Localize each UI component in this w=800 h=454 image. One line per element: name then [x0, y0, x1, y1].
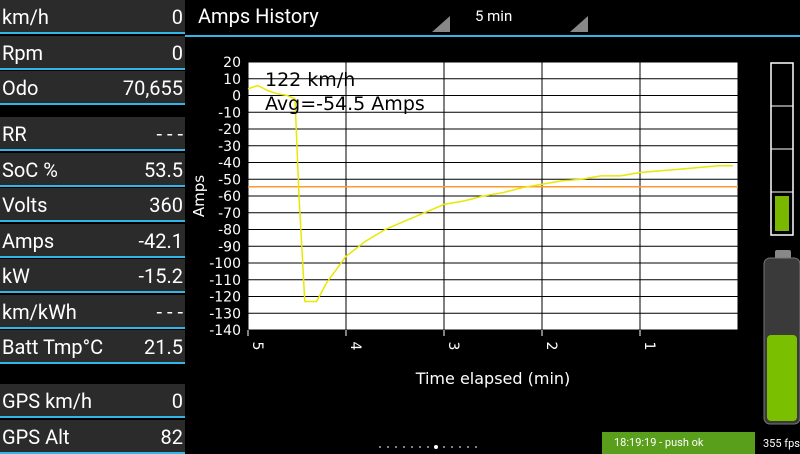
panel-row: km/kWh - - - — [0, 294, 185, 329]
row-value: 360 — [149, 193, 183, 217]
row-label: Rpm — [2, 40, 44, 65]
row-value: 21.5 — [144, 335, 183, 359]
y-tick-label: -90 — [218, 239, 241, 255]
panel-row: GPS km/h 0 — [0, 384, 185, 418]
row-label: GPS Alt — [2, 424, 70, 449]
row-label: Amps — [2, 228, 55, 253]
panel-row: km/h 0 — [0, 0, 185, 34]
y-tick-label: -20 — [218, 122, 241, 138]
x-tick-label: 4 — [347, 342, 363, 351]
row-value: - - - — [156, 299, 183, 324]
panel-row: Batt Tmp°C 21.5 — [0, 330, 185, 364]
x-tick-label: 1 — [641, 342, 657, 351]
row-label: kW — [2, 264, 30, 288]
row-value: 0 — [171, 389, 183, 413]
y-tick-label: -130 — [209, 306, 241, 322]
x-axis-label: Time elapsed (min) — [415, 369, 571, 388]
y-tick-label: 20 — [223, 55, 241, 71]
panel-row: GPS Alt 82 — [0, 419, 185, 454]
panel-row: Rpm 0 — [0, 35, 185, 70]
battery-fill — [767, 335, 797, 421]
status-message: 18:19:19 - push ok — [602, 432, 755, 454]
x-tick-label: 2 — [543, 342, 559, 351]
y-tick-label: -30 — [218, 139, 241, 155]
panel-row: Amps -42.1 — [0, 223, 185, 258]
y-axis-label: Amps — [190, 175, 208, 217]
row-label: Odo — [2, 76, 39, 100]
y-tick-label: -110 — [209, 273, 241, 289]
fps: 355 fps — [763, 437, 800, 450]
range-spinner[interactable]: 5 min — [475, 7, 513, 25]
y-tick-label: -100 — [209, 256, 241, 272]
gauge-fill — [775, 196, 789, 231]
spinner-arrow — [432, 16, 450, 32]
row-value: -15.2 — [138, 264, 183, 288]
row-label: GPS km/h — [2, 389, 93, 413]
annotation: Avg=-54.5 Amps — [265, 93, 425, 115]
annotation: 122 km/h — [265, 69, 355, 91]
panel-row: RR - - - — [0, 117, 185, 151]
row-label: Volts — [2, 193, 48, 217]
y-tick-label: -60 — [218, 189, 241, 205]
row-label: SoC % — [2, 157, 58, 182]
row-value: 82 — [160, 424, 183, 449]
y-tick-label: -10 — [218, 105, 241, 121]
y-tick-label: 10 — [223, 72, 241, 88]
panel-row: SoC % 53.5 — [0, 152, 185, 187]
y-tick-label: -50 — [218, 172, 241, 188]
row-value: 70,655 — [122, 76, 183, 100]
header-divider — [185, 35, 800, 37]
y-tick-label: -140 — [209, 323, 241, 339]
row-value: 53.5 — [144, 157, 183, 182]
row-value: 0 — [171, 40, 183, 65]
header-title[interactable]: Amps History — [198, 4, 319, 28]
row-label: RR — [2, 122, 27, 146]
x-tick-label: 5 — [249, 342, 265, 351]
y-tick-label: -80 — [218, 223, 241, 239]
y-tick-label: 0 — [232, 89, 241, 105]
panel-row: kW -15.2 — [0, 259, 185, 293]
panel-row: Odo 70,655 — [0, 71, 185, 105]
x-tick-label: 3 — [445, 342, 461, 351]
y-tick-label: -40 — [218, 156, 241, 172]
y-tick-label: -70 — [218, 206, 241, 222]
row-value: 0 — [171, 5, 183, 29]
row-value: - - - — [156, 122, 183, 146]
row-label: km/h — [2, 5, 49, 29]
panel-row: Volts 360 — [0, 188, 185, 222]
row-value: -42.1 — [138, 228, 183, 253]
row-label: Batt Tmp°C — [2, 335, 104, 359]
y-tick-label: -120 — [209, 290, 241, 306]
row-label: km/kWh — [2, 299, 77, 324]
amps-line — [247, 84, 734, 303]
page-dots — [379, 445, 477, 449]
spinner-arrow — [570, 16, 588, 32]
